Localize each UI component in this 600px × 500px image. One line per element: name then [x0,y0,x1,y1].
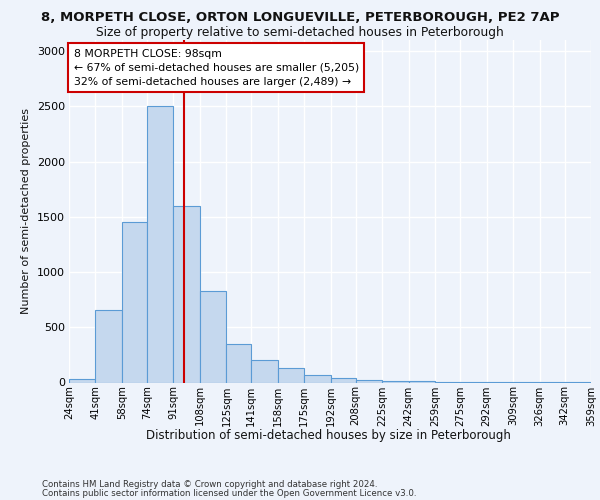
Bar [69,379,95,382]
Bar [304,376,331,382]
Bar [382,381,409,382]
Bar [356,380,382,382]
Y-axis label: Number of semi-detached properties: Number of semi-detached properties [21,108,31,314]
Text: Size of property relative to semi-detached houses in Peterborough: Size of property relative to semi-detach… [96,26,504,39]
Text: Contains public sector information licensed under the Open Government Licence v3: Contains public sector information licen… [42,489,416,498]
Bar [200,291,226,382]
Bar [173,206,200,382]
Text: 8 MORPETH CLOSE: 98sqm
← 67% of semi-detached houses are smaller (5,205)
32% of : 8 MORPETH CLOSE: 98sqm ← 67% of semi-det… [74,49,359,87]
Text: 8, MORPETH CLOSE, ORTON LONGUEVILLE, PETERBOROUGH, PE2 7AP: 8, MORPETH CLOSE, ORTON LONGUEVILLE, PET… [41,11,559,24]
Bar [331,378,356,382]
Bar [122,222,147,382]
Bar [251,360,278,382]
Bar [95,310,122,382]
Bar [147,106,173,382]
Bar [226,344,251,383]
Bar [278,368,304,382]
Text: Distribution of semi-detached houses by size in Peterborough: Distribution of semi-detached houses by … [146,429,511,442]
Text: Contains HM Land Registry data © Crown copyright and database right 2024.: Contains HM Land Registry data © Crown c… [42,480,377,489]
